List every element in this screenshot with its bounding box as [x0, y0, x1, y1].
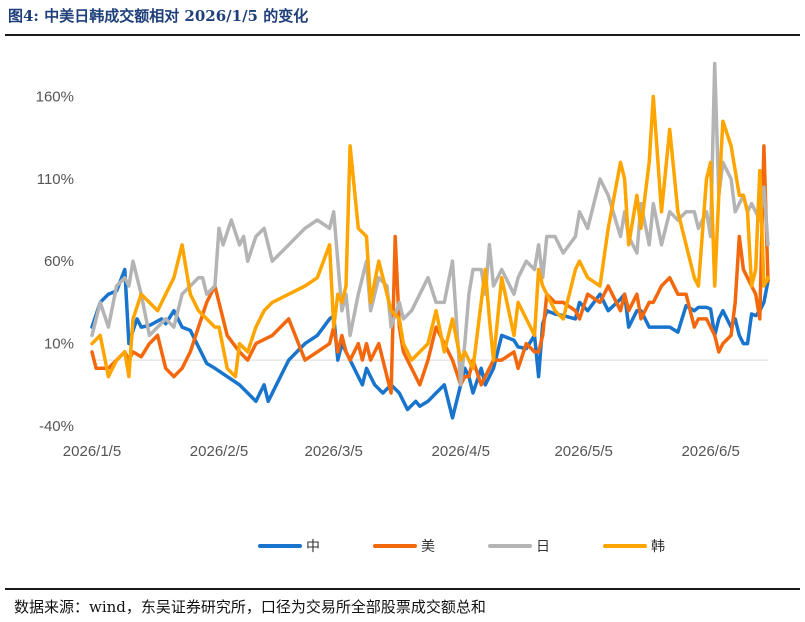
y-axis: 160% 110% 60% 10% -40%: [36, 88, 74, 435]
legend-label: 韩: [651, 539, 665, 555]
y-tick-label: 160%: [36, 88, 74, 105]
top-rule: [5, 34, 800, 36]
y-tick-label: 10%: [44, 336, 74, 353]
source-note: 数据来源：wind，东吴证券研究所，口径为交易所全部股票成交额总和: [14, 598, 486, 616]
plot-area: [90, 61, 770, 420]
x-axis: 2026/1/5 2026/2/5 2026/3/5 2026/4/5 2026/5/5…: [63, 443, 740, 460]
x-tick-label: 2026/6/5: [681, 443, 739, 460]
x-tick-label: 2026/4/5: [432, 443, 490, 460]
series-line-1: [90, 144, 770, 395]
x-tick-label: 2026/3/5: [305, 443, 363, 460]
series-line-0: [90, 267, 770, 420]
chart-title: 图4: 中美日韩成交额相对 2026/1/5 的变化: [8, 7, 309, 25]
legend: 中美日韩: [258, 539, 665, 555]
legend-label: 中: [306, 539, 320, 555]
series-line-3: [90, 94, 770, 379]
series-line-2: [90, 61, 770, 387]
x-tick-label: 2026/1/5: [63, 443, 121, 460]
legend-label: 美: [421, 539, 435, 555]
y-tick-label: -40%: [39, 418, 74, 435]
y-tick-label: 60%: [44, 253, 74, 270]
x-tick-label: 2026/5/5: [554, 443, 612, 460]
y-tick-label: 110%: [37, 171, 74, 188]
x-tick-label: 2026/2/5: [190, 443, 248, 460]
bottom-rule: [5, 588, 800, 590]
legend-label: 日: [536, 539, 550, 555]
